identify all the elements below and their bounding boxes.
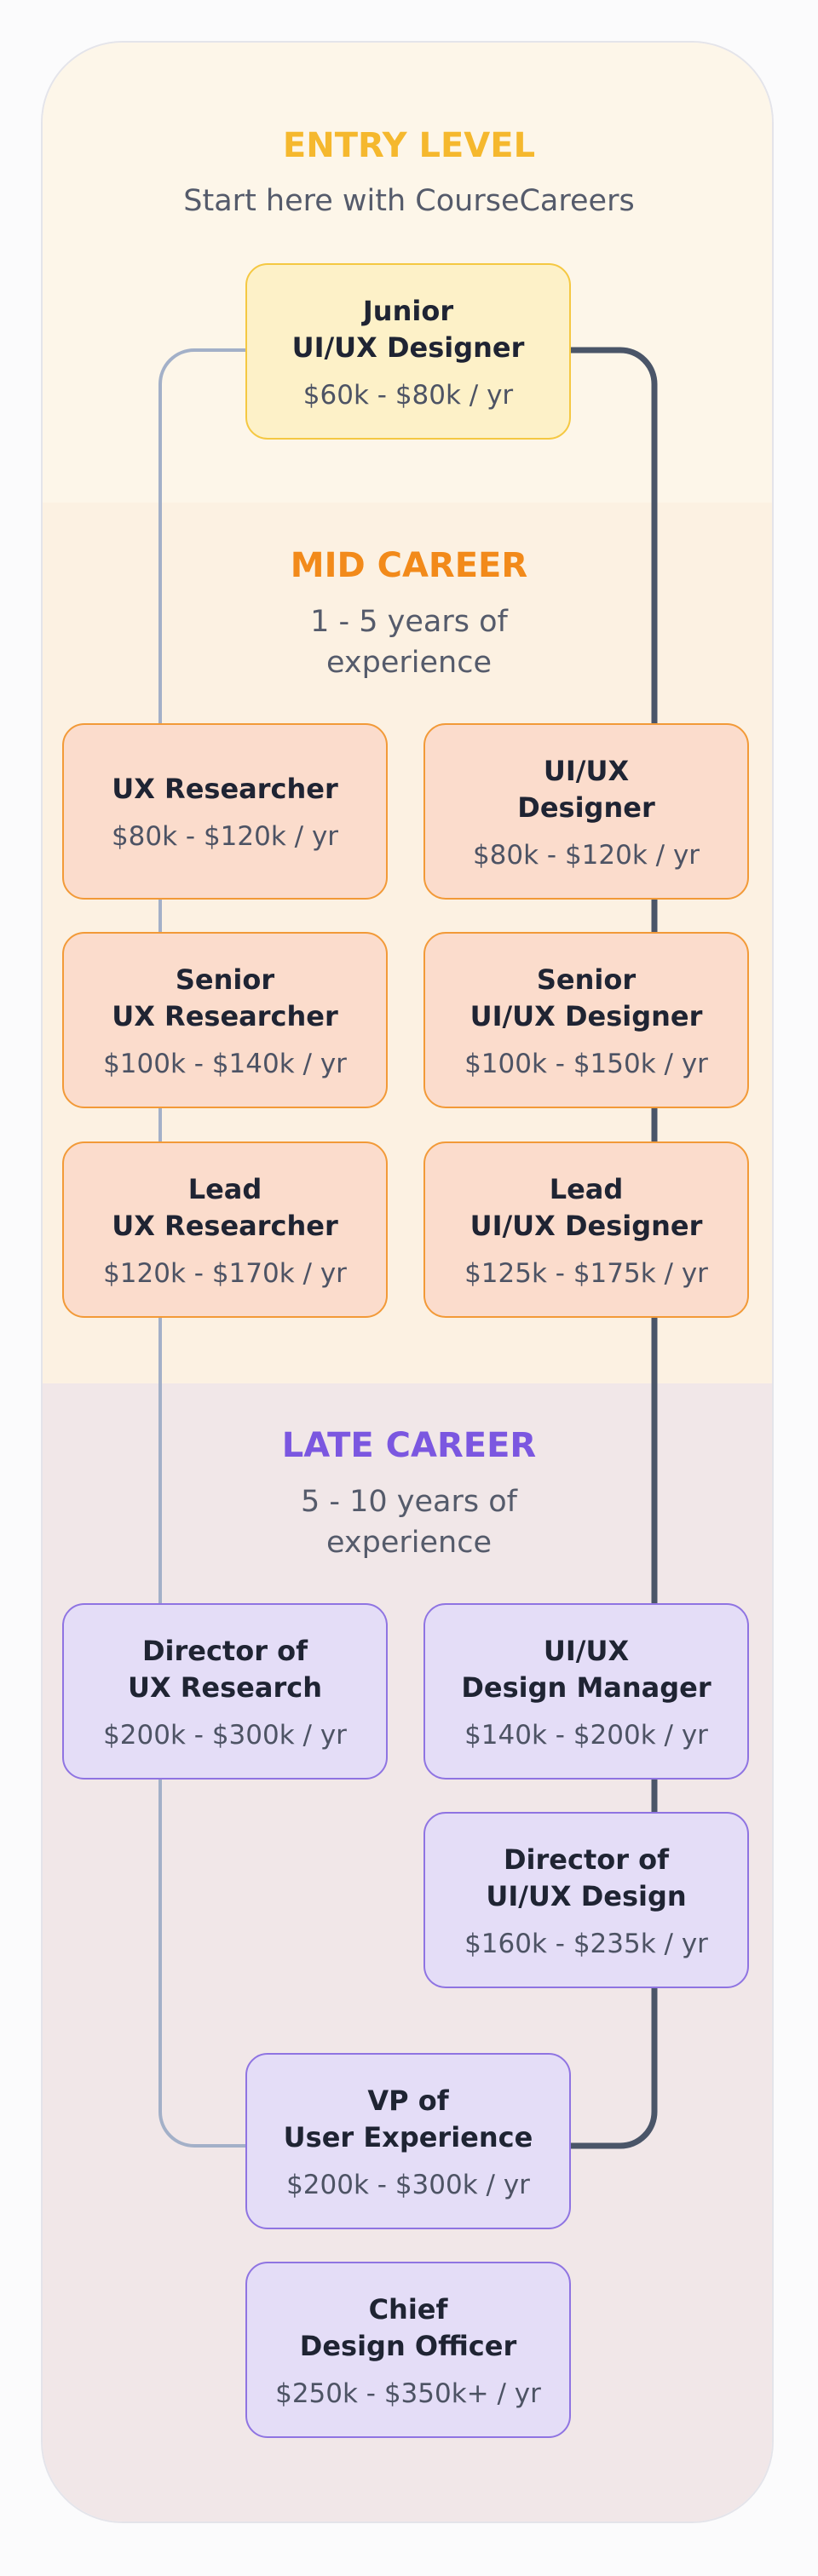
role-card: UI/UX Designer $80k - $120k / yr (423, 723, 749, 900)
role-salary: $120k - $170k / yr (103, 1257, 347, 1289)
subtitle-line: 5 - 10 years of (301, 1485, 517, 1519)
section-title: ENTRY LEVEL (282, 126, 536, 165)
role-title-line: Lead (549, 1172, 624, 1205)
role-card: Director of UX Research $200k - $300k / yr (62, 1603, 388, 1780)
role-title-line: Junior (362, 294, 454, 327)
section-title: MID CAREER (290, 546, 528, 585)
role-title: UI/UX Designer (517, 753, 654, 826)
role-salary: $60k - $80k / yr (302, 379, 514, 411)
role-salary: $250k - $350k+ / yr (275, 2378, 541, 2409)
subtitle-line: 1 - 5 years of (310, 605, 508, 639)
role-title: Senior UX Researcher (112, 962, 338, 1035)
role-salary: $140k - $200k / yr (464, 1719, 708, 1751)
role-salary: $200k - $300k / yr (286, 2169, 530, 2200)
role-title: UX Researcher (112, 771, 338, 808)
subtitle-line: Start here with CourseCareers (183, 184, 635, 218)
role-title-line: UI/UX Designer (469, 1209, 703, 1242)
role-title-line: Designer (517, 791, 655, 824)
role-card: Junior UI/UX Designer $60k - $80k / yr (245, 263, 571, 440)
role-title-line: UI/UX Design (486, 1879, 687, 1912)
role-title-line: UI/UX (543, 1634, 630, 1667)
role-title: Junior UI/UX Designer (292, 293, 525, 366)
role-title: Director of UX Research (128, 1633, 322, 1706)
role-title-line: Director of (503, 1843, 670, 1876)
role-card: Chief Design Officer $250k - $350k+ / yr (245, 2262, 571, 2438)
role-title: UI/UX Design Manager (461, 1633, 711, 1706)
section-subtitle: Start here with CourseCareers (0, 181, 818, 221)
role-card: Lead UI/UX Designer $125k - $175k / yr (423, 1141, 749, 1318)
role-card: Director of UI/UX Design $160k - $235k / y… (423, 1812, 749, 1988)
section-subtitle: 5 - 10 years of experience (0, 1481, 818, 1563)
role-title: Senior UI/UX Designer (470, 962, 703, 1035)
role-salary: $160k - $235k / yr (464, 1928, 708, 1959)
role-salary: $80k - $120k / yr (472, 839, 700, 871)
section-title: LATE CAREER (281, 1426, 537, 1465)
role-title-line: Senior (536, 963, 637, 996)
role-title-line: Design Officer (299, 2329, 517, 2362)
role-title-line: UX Research (127, 1670, 322, 1704)
role-title: Lead UX Researcher (112, 1171, 338, 1245)
section-subtitle: 1 - 5 years of experience (0, 601, 818, 683)
role-title-line: UX Researcher (112, 999, 338, 1032)
role-title: VP of User Experience (284, 2083, 533, 2156)
role-title-line: Director of (141, 1634, 308, 1667)
role-title-line: UX Researcher (112, 1209, 338, 1242)
role-card: VP of User Experience $200k - $300k / yr (245, 2053, 571, 2229)
role-title-line: UI/UX Designer (291, 331, 525, 364)
role-title-line: User Experience (283, 2120, 533, 2153)
subtitle-line: experience (326, 646, 492, 680)
role-title-line: UI/UX Designer (469, 999, 703, 1032)
role-title: Director of UI/UX Design (486, 1842, 686, 1915)
subtitle-line: experience (326, 1526, 492, 1560)
role-title-line: UI/UX (543, 754, 630, 787)
role-title: Lead UI/UX Designer (470, 1171, 703, 1245)
role-salary: $100k - $140k / yr (103, 1048, 347, 1079)
role-salary: $80k - $120k / yr (111, 821, 339, 852)
role-card: Senior UX Researcher $100k - $140k / yr (62, 932, 388, 1108)
role-salary: $100k - $150k / yr (464, 1048, 708, 1079)
role-card: Senior UI/UX Designer $100k - $150k / yr (423, 932, 749, 1108)
role-salary: $125k - $175k / yr (464, 1257, 708, 1289)
role-title-line: Design Manager (461, 1670, 711, 1704)
role-title-line: Senior (175, 963, 275, 996)
role-card: Lead UX Researcher $120k - $170k / yr (62, 1141, 388, 1318)
role-title-line: UX Researcher (112, 773, 338, 805)
role-card: UX Researcher $80k - $120k / yr (62, 723, 388, 900)
role-title-line: Chief (368, 2292, 448, 2326)
role-title-line: VP of (367, 2084, 449, 2117)
role-title-line: Lead (187, 1172, 262, 1205)
role-card: UI/UX Design Manager $140k - $200k / yr (423, 1603, 749, 1780)
role-salary: $200k - $300k / yr (103, 1719, 347, 1751)
role-title: Chief Design Officer (300, 2291, 516, 2365)
